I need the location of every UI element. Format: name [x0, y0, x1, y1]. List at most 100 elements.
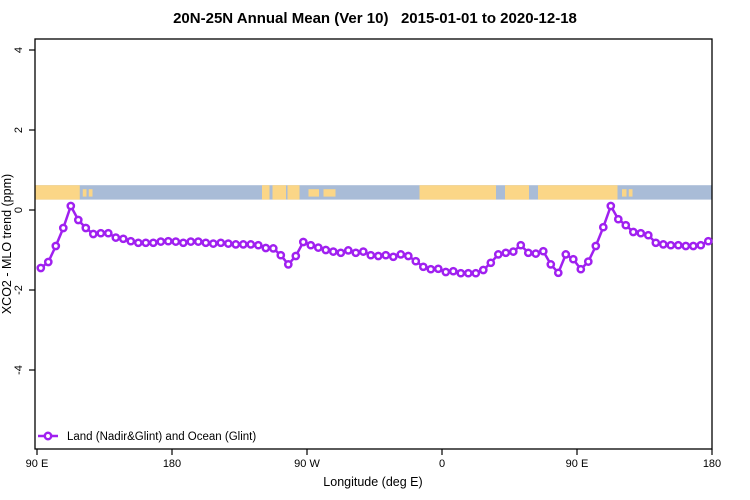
data-point-marker — [358, 247, 368, 256]
x-tick-label: 180 — [163, 458, 181, 470]
x-tick-label: 0 — [439, 458, 445, 470]
data-point-marker — [486, 258, 496, 268]
data-point-marker — [591, 241, 601, 251]
land-patch-small — [622, 189, 627, 197]
data-point-marker — [268, 244, 278, 253]
data-point-marker — [456, 268, 466, 278]
data-point-marker — [178, 238, 188, 248]
data-point-marker — [66, 201, 76, 211]
data-series — [36, 201, 713, 278]
data-point-marker — [606, 201, 616, 211]
plot-frame — [34, 38, 713, 450]
y-tick-label: 4 — [13, 47, 25, 53]
land-patch — [287, 185, 300, 200]
data-point-marker — [163, 236, 173, 246]
chart-title: 20N-25N Annual Mean (Ver 10) 2015-01-01 … — [173, 10, 577, 27]
y-axis: 4 2 0 -2 -4 — [13, 47, 35, 375]
data-point-marker — [201, 238, 211, 248]
data-point-marker — [111, 233, 121, 242]
data-point-marker — [373, 251, 383, 261]
data-point-marker — [493, 250, 503, 259]
data-point-marker — [336, 248, 346, 258]
land-patch — [538, 185, 618, 200]
data-point-marker — [223, 239, 233, 248]
data-point-marker — [141, 238, 151, 248]
data-point-marker — [471, 268, 481, 278]
data-point-marker — [538, 246, 548, 256]
land-patch — [35, 185, 80, 200]
x-tick-label: 90 E — [566, 458, 589, 470]
data-point-marker — [441, 267, 451, 277]
land-patch-small — [82, 189, 87, 197]
data-point-marker — [36, 263, 46, 273]
land-patch — [272, 185, 286, 200]
land-ocean-strip — [35, 185, 712, 200]
data-point-marker — [148, 238, 158, 248]
data-point-marker — [561, 250, 571, 259]
data-point-marker — [651, 238, 661, 248]
data-point-marker — [681, 241, 691, 251]
data-point-marker — [313, 243, 323, 252]
data-point-marker — [643, 230, 653, 240]
data-point-marker — [328, 247, 338, 256]
data-point-marker — [306, 240, 316, 250]
data-point-marker — [381, 250, 391, 260]
data-point-marker — [291, 251, 301, 261]
data-point-marker — [118, 234, 128, 244]
legend-marker-icon — [43, 431, 53, 441]
data-point-marker — [613, 214, 623, 224]
land-patch-small — [308, 189, 319, 197]
data-point-marker — [621, 220, 631, 230]
x-axis-title: Longitude (deg E) — [323, 475, 422, 489]
data-point-marker — [583, 257, 593, 266]
data-point-marker — [553, 268, 563, 278]
data-point-marker — [253, 240, 263, 250]
data-point-marker — [366, 250, 376, 260]
legend-label: Land (Nadir&Glint) and Ocean (Glint) — [67, 431, 256, 443]
data-point-marker — [448, 266, 458, 276]
data-point-marker — [216, 238, 226, 248]
data-point-marker — [411, 256, 421, 266]
data-point-marker — [96, 228, 106, 238]
data-point-marker — [703, 236, 713, 246]
data-point-marker — [478, 265, 488, 275]
data-point-marker — [321, 245, 331, 255]
data-point-marker — [351, 248, 361, 258]
data-point-marker — [388, 252, 398, 262]
land-patch-small — [628, 189, 633, 197]
data-point-marker — [246, 240, 256, 249]
data-point-marker — [58, 223, 68, 233]
data-point-marker — [531, 249, 541, 258]
data-point-marker — [51, 241, 61, 251]
data-point-marker — [43, 257, 53, 267]
land-patch — [419, 185, 496, 200]
y-axis-title: XCO2 - MLO trend (ppm) — [0, 174, 14, 314]
data-point-marker — [658, 240, 668, 249]
data-point-marker — [576, 264, 586, 274]
data-point-marker — [426, 264, 436, 274]
data-point-marker — [261, 243, 271, 253]
data-point-marker — [568, 254, 578, 264]
land-patch — [505, 185, 529, 200]
data-point-marker — [516, 240, 526, 250]
data-point-marker — [126, 236, 136, 246]
data-point-marker — [636, 228, 646, 238]
data-point-marker — [688, 241, 698, 251]
data-point-marker — [231, 240, 241, 249]
data-point-marker — [81, 223, 91, 233]
x-tick-label: 90 E — [26, 458, 49, 470]
data-point-marker — [103, 228, 113, 238]
data-point-marker — [508, 247, 518, 256]
land-patch — [262, 185, 270, 200]
data-point-marker — [628, 227, 638, 237]
data-point-marker — [276, 250, 286, 260]
data-point-marker — [396, 250, 406, 259]
data-point-marker — [403, 251, 413, 261]
land-patch-small — [88, 189, 93, 197]
data-point-marker — [298, 237, 308, 247]
data-point-marker — [156, 237, 166, 246]
data-point-marker — [418, 262, 428, 272]
legend: Land (Nadir&Glint) and Ocean (Glint) — [38, 431, 256, 443]
